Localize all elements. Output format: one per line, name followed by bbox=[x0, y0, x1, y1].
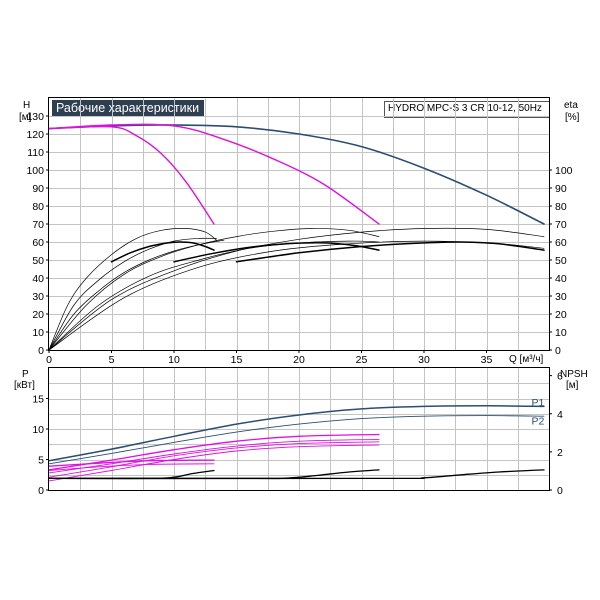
top-panel-ticks: 0102030405060708090100110120130010203040… bbox=[26, 111, 572, 366]
top-left-tick-label: 80 bbox=[32, 201, 44, 213]
top-panel-series bbox=[48, 123, 545, 351]
top-right-axis-unit: [%] bbox=[565, 112, 580, 123]
top-left-tick-label: 20 bbox=[32, 309, 44, 321]
top-right-tick-label: 10 bbox=[555, 327, 567, 339]
series-line-eta_thin_6 bbox=[48, 227, 545, 351]
x-tick-label: 20 bbox=[293, 354, 305, 366]
top-left-axis-unit: [м] bbox=[19, 112, 32, 123]
series-line-P2_magenta_b bbox=[48, 444, 380, 482]
top-right-axis-label: eta bbox=[564, 100, 578, 111]
bottom-right-tick-label: 4 bbox=[557, 409, 563, 421]
top-left-axis-label: H bbox=[23, 100, 30, 111]
top-right-tick-label: 30 bbox=[555, 291, 567, 303]
bottom-panel-series: P1 P2 bbox=[48, 397, 545, 482]
bottom-right-tick-label: 6 bbox=[557, 371, 563, 383]
series-line-head_1pump bbox=[48, 125, 215, 225]
series-line-eta_bold_2 bbox=[173, 242, 380, 263]
bottom-right-axis-unit: [м] bbox=[566, 380, 579, 391]
series-line-eta_bold_3 bbox=[235, 241, 545, 263]
x-tick-label: 0 bbox=[46, 354, 52, 366]
top-right-tick-label: 0 bbox=[555, 345, 561, 357]
x-tick-label: 15 bbox=[231, 354, 243, 366]
series-line-NPSH_2 bbox=[48, 469, 380, 480]
series-line-eta_thin_5 bbox=[48, 240, 380, 351]
bottom-left-tick-label: 5 bbox=[38, 455, 44, 467]
series-line-eta_bold_1 bbox=[110, 241, 215, 263]
x-tick-label: 35 bbox=[481, 354, 493, 366]
series-line-NPSH_3 bbox=[48, 469, 545, 480]
top-right-tick-label: 60 bbox=[555, 237, 567, 249]
series-label-p2: P2 bbox=[532, 415, 545, 427]
series-line-P_single_b bbox=[48, 463, 215, 471]
bottom-left-tick-label: 0 bbox=[38, 485, 44, 497]
x-axis-label: Q [м³/ч] bbox=[509, 354, 544, 365]
bottom-left-tick-label: 10 bbox=[32, 424, 44, 436]
bottom-right-tick-label: 2 bbox=[557, 447, 563, 459]
bottom-left-axis-unit: [кВт] bbox=[14, 380, 35, 391]
bottom-panel-grid bbox=[49, 368, 549, 490]
top-left-tick-label: 50 bbox=[32, 255, 44, 267]
x-tick-label: 10 bbox=[168, 354, 180, 366]
top-right-tick-label: 80 bbox=[555, 201, 567, 213]
top-left-tick-label: 70 bbox=[32, 219, 44, 231]
x-tick-label: 30 bbox=[418, 354, 430, 366]
top-left-tick-label: 130 bbox=[26, 111, 44, 123]
x-tick-label: 25 bbox=[356, 354, 368, 366]
top-left-tick-label: 120 bbox=[26, 129, 44, 141]
series-line-head_max bbox=[48, 124, 545, 225]
top-right-tick-label: 90 bbox=[555, 183, 567, 195]
top-left-tick-label: 100 bbox=[26, 165, 44, 177]
series-line-NPSH_1 bbox=[48, 469, 215, 480]
top-right-tick-label: 100 bbox=[555, 165, 573, 177]
series-line-P2 bbox=[48, 415, 545, 465]
series-label-p1: P1 bbox=[532, 397, 545, 409]
series-line-eta_thin_4 bbox=[48, 228, 380, 351]
series-line-P1_magenta_b bbox=[48, 438, 380, 474]
series-line-head_2pumps bbox=[48, 123, 380, 225]
top-left-tick-label: 90 bbox=[32, 183, 44, 195]
bottom-left-tick-label: 15 bbox=[32, 394, 44, 406]
bottom-left-axis-label: P bbox=[22, 369, 29, 380]
x-tick-label: 5 bbox=[109, 354, 115, 366]
chart-title: Рабочие характеристики bbox=[56, 101, 200, 115]
top-left-tick-label: 0 bbox=[38, 345, 44, 357]
top-panel-grid bbox=[49, 98, 549, 350]
top-right-tick-label: 50 bbox=[555, 255, 567, 267]
series-line-P1 bbox=[48, 405, 545, 462]
model-label: HYDRO MPC-S 3 CR 10-12, 50Hz bbox=[388, 103, 542, 114]
top-left-tick-label: 10 bbox=[32, 327, 44, 339]
bottom-right-axis-label: NPSH bbox=[560, 369, 588, 380]
top-panel-frame bbox=[48, 97, 550, 351]
top-left-tick-label: 30 bbox=[32, 291, 44, 303]
top-right-tick-label: 70 bbox=[555, 219, 567, 231]
series-line-eta_thin_2 bbox=[48, 237, 217, 351]
top-left-tick-label: 40 bbox=[32, 273, 44, 285]
series-line-P2_magenta_a bbox=[48, 441, 380, 478]
bottom-panel-frame bbox=[48, 367, 550, 491]
top-right-tick-label: 40 bbox=[555, 273, 567, 285]
top-right-tick-label: 20 bbox=[555, 309, 567, 321]
series-line-P1_magenta_a bbox=[48, 433, 380, 471]
bottom-right-tick-label: 0 bbox=[557, 485, 563, 497]
chart-title-box: Рабочие характеристики bbox=[52, 100, 204, 117]
series-line-P_single_a bbox=[48, 459, 215, 467]
top-left-tick-label: 110 bbox=[27, 147, 44, 159]
top-left-tick-label: 60 bbox=[32, 237, 44, 249]
series-line-eta_thin_1 bbox=[48, 228, 217, 351]
series-line-eta_thin_7 bbox=[48, 240, 545, 351]
